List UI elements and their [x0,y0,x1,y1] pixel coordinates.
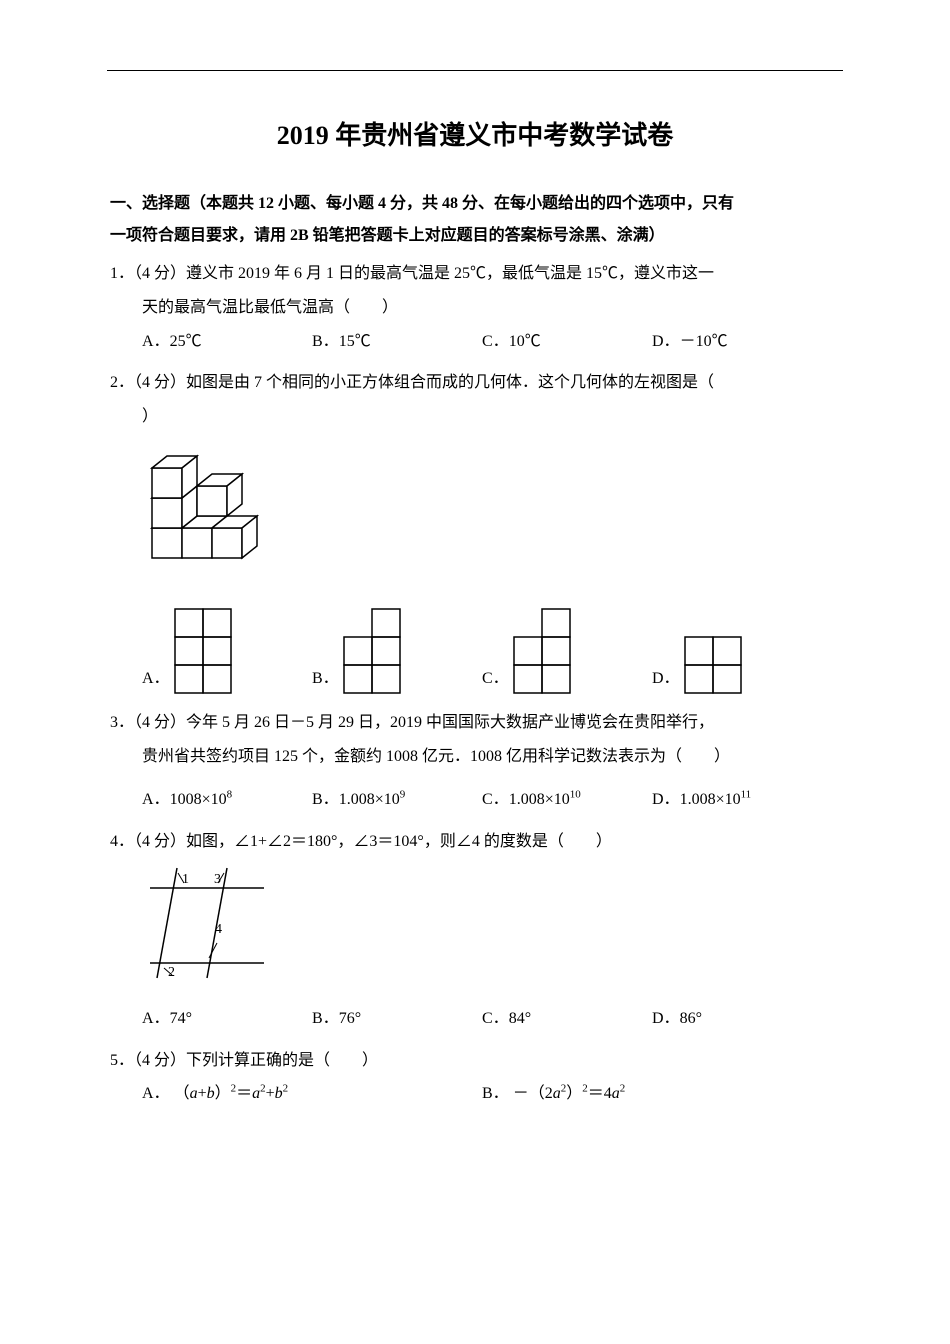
q2-opt-d: D． [652,634,822,696]
top-rule [107,70,843,71]
section-header: 一、选择题（本题共 12 小题、每小题 4 分，共 48 分、在每小题给出的四个… [110,188,840,252]
q3-opt-a: A．1008×108 [142,783,312,817]
question-2: 2．（4 分）如图是由 7 个相同的小正方体组合而成的几何体．这个几何体的左视图… [110,366,840,696]
q2-opt-a: A． [142,606,312,696]
q2-line2: ） [110,400,840,434]
section-header-line1: 一、选择题（本题共 12 小题、每小题 4 分，共 48 分、在每小题给出的四个… [110,195,734,212]
q1-opt-d: D．－10℃ [652,325,822,359]
section-header-line2: 一项符合题目要求，请用 2B 铅笔把答题卡上对应题目的答案标号涂黑、涂满） [110,227,665,244]
q3-opt-d: D．1.008×1011 [652,783,822,817]
q4-opt-a: A．74° [142,1002,312,1036]
q3-line1: 3．（4 分）今年 5 月 26 日－5 月 29 日，2019 中国国际大数据… [110,706,840,740]
cube-figure-svg [142,438,272,583]
question-5: 5．（4 分）下列计算正确的是（ ） A． （a+b）2＝a2+b2 B． －（… [110,1044,840,1111]
question-4: 4．（4 分）如图，∠1+∠2＝180°，∠3＝104°，则∠4 的度数是（ ）… [110,825,840,1036]
q2-line1: 2．（4 分）如图是由 7 个相同的小正方体组合而成的几何体．这个几何体的左视图… [110,366,840,400]
q4-options: A．74° B．76° C．84° D．86° [110,1002,840,1036]
q3-opt-c: C．1.008×1010 [482,783,652,817]
q4-figure: 1 3 4 2 [110,863,840,994]
q1-line2: 天的最高气温比最低气温高（ ） [110,291,840,325]
q1-line1: 1．（4 分）遵义市 2019 年 6 月 1 日的最高气温是 25℃，最低气温… [110,257,840,291]
q3-options: A．1008×108 B．1.008×109 C．1.008×1010 D．1.… [110,783,840,817]
question-3: 3．（4 分）今年 5 月 26 日－5 月 29 日，2019 中国国际大数据… [110,706,840,817]
angle-figure-svg: 1 3 4 2 [142,863,272,981]
q3-opt-b: B．1.008×109 [312,783,482,817]
q2-opt-b: B． [312,606,482,696]
question-1: 1．（4 分）遵义市 2019 年 6 月 1 日的最高气温是 25℃，最低气温… [110,257,840,358]
q1-opt-a: A．25℃ [142,325,312,359]
q2-opt-b-svg [341,606,403,696]
q2-opt-c-svg [511,606,573,696]
svg-text:1: 1 [182,872,189,887]
q5-opt-b: B． －（2a2）2＝4a2 [482,1077,822,1111]
q5-opt-a: A． （a+b）2＝a2+b2 [142,1077,482,1111]
q2-opt-d-svg [682,634,744,696]
page-title: 2019 年贵州省遵义市中考数学试卷 [110,111,840,160]
q2-opt-a-svg [172,606,234,696]
q1-opt-b: B．15℃ [312,325,482,359]
q2-opt-c: C． [482,606,652,696]
q5-options: A． （a+b）2＝a2+b2 B． －（2a2）2＝4a2 [110,1077,840,1111]
q4-opt-d: D．86° [652,1002,822,1036]
q1-options: A．25℃ B．15℃ C．10℃ D．－10℃ [110,325,840,359]
q4-opt-c: C．84° [482,1002,652,1036]
q4-opt-b: B．76° [312,1002,482,1036]
q4-line1: 4．（4 分）如图，∠1+∠2＝180°，∠3＝104°，则∠4 的度数是（ ） [110,825,840,859]
q1-opt-c: C．10℃ [482,325,652,359]
q2-option-figures: A． B． [110,606,840,696]
q2-main-figure [110,438,840,596]
q5-line1: 5．（4 分）下列计算正确的是（ ） [110,1044,840,1078]
svg-text:4: 4 [215,922,222,937]
q3-line2: 贵州省共签约项目 125 个，金额约 1008 亿元．1008 亿用科学记数法表… [110,740,840,774]
